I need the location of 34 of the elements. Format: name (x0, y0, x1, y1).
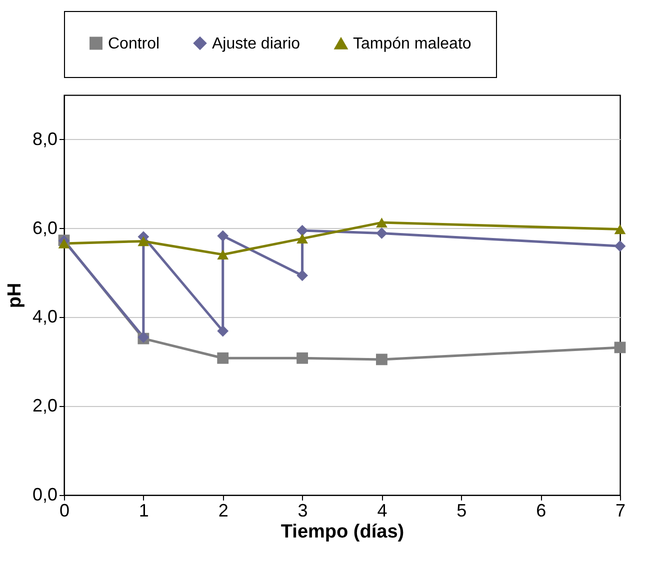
point (217, 325, 229, 337)
x-tick-label: 6 (536, 500, 546, 520)
legend-label: Tampón maleato (353, 36, 472, 53)
x-tick-label: 7 (615, 500, 626, 520)
point (376, 228, 388, 239)
point (614, 224, 626, 234)
legend-label: Ajuste diario (212, 35, 300, 52)
x-tick-label: 0 (59, 500, 70, 520)
point (296, 224, 308, 236)
point (138, 236, 150, 246)
y-tick-label: 2,0 (32, 396, 58, 416)
y-axis-title: pH (4, 282, 26, 308)
x-tick-label: 3 (298, 500, 308, 520)
point (376, 218, 388, 228)
point (376, 354, 388, 366)
x-tick-label: 5 (456, 500, 467, 520)
point (58, 238, 70, 248)
x-axis-title: Tiempo (días) (280, 522, 404, 542)
x-tick-label: 2 (218, 500, 228, 520)
point (296, 352, 308, 364)
legend-label: Control (108, 35, 160, 52)
y-tick-label: 8,0 (32, 128, 58, 149)
y-tick-label: 4,0 (32, 306, 58, 327)
point (296, 234, 308, 244)
point (217, 250, 229, 260)
x-tick-label: 4 (377, 500, 388, 520)
point (614, 342, 626, 354)
point (217, 230, 229, 242)
point (296, 270, 308, 282)
x-tick-label: 1 (138, 500, 149, 520)
y-tick-label: 0,0 (32, 484, 58, 504)
point (614, 240, 626, 252)
point (217, 352, 229, 364)
y-tick-label: 6,0 (32, 218, 58, 238)
